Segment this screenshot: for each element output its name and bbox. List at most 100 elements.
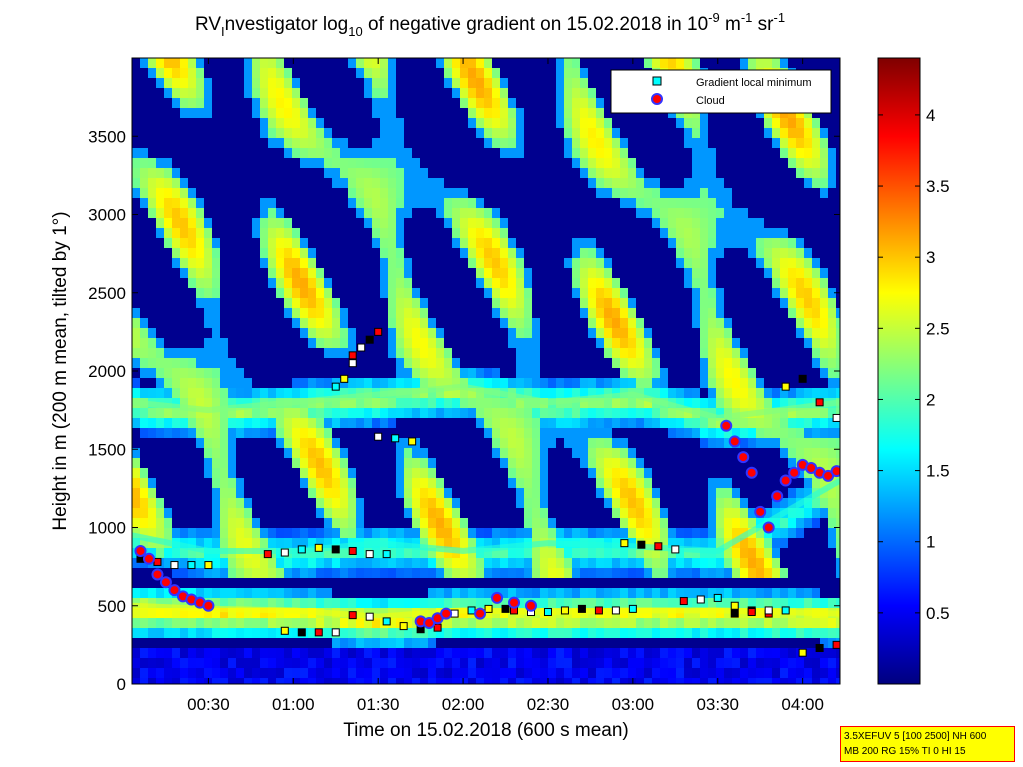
heatmap-cell [292, 448, 300, 458]
heatmap-cell [444, 208, 452, 218]
heatmap-cell [796, 438, 804, 448]
heatmap-cell [204, 98, 212, 108]
heatmap-cell [780, 288, 788, 298]
heatmap-cell [500, 268, 508, 278]
heatmap-cell [556, 548, 564, 558]
heatmap-cell [524, 658, 532, 668]
heatmap-cell [572, 668, 580, 678]
heatmap-cell [236, 588, 244, 598]
heatmap-cell [476, 268, 484, 278]
heatmap-cell [332, 468, 340, 478]
heatmap-cell [476, 368, 484, 378]
heatmap-cell [700, 298, 708, 308]
heatmap-cell [468, 538, 476, 548]
heatmap-cell [460, 218, 468, 228]
heatmap-cell [468, 678, 476, 684]
heatmap-cell [620, 318, 628, 328]
heatmap-cell [188, 428, 196, 438]
heatmap-cell [796, 308, 804, 318]
heatmap-cell [204, 528, 212, 538]
heatmap-cell [196, 98, 204, 108]
heatmap-cell [588, 438, 596, 448]
heatmap-cell [388, 58, 396, 68]
heatmap-cell [228, 418, 236, 428]
heatmap-cell [148, 368, 156, 378]
heatmap-cell [180, 648, 188, 658]
heatmap-cell [612, 458, 620, 468]
heatmap-cell [196, 208, 204, 218]
heatmap-cell [156, 528, 164, 538]
heatmap-cell [756, 398, 764, 408]
heatmap-cell [492, 228, 500, 238]
cloud-point [720, 419, 733, 432]
heatmap-cell [412, 198, 420, 208]
heatmap-cell [820, 668, 828, 678]
heatmap-cell [156, 338, 164, 348]
heatmap-cell [380, 148, 388, 158]
heatmap-cell [412, 348, 420, 358]
heatmap-cell [724, 548, 732, 558]
heatmap-cell [564, 88, 572, 98]
heatmap-cell [748, 668, 756, 678]
heatmap-cell [340, 418, 348, 428]
cloud-point [159, 576, 172, 589]
heatmap-cell [284, 288, 292, 298]
heatmap-cell [708, 418, 716, 428]
heatmap-cell [780, 438, 788, 448]
heatmap-cell [396, 258, 404, 268]
heatmap-cell [796, 618, 804, 628]
heatmap-cell [612, 668, 620, 678]
heatmap-cell [836, 388, 840, 398]
heatmap-cell [532, 388, 540, 398]
heatmap-cell [652, 498, 660, 508]
heatmap-cell [644, 358, 652, 368]
heatmap-cell [476, 658, 484, 668]
heatmap-cell [316, 408, 324, 418]
heatmap-cell [564, 618, 572, 628]
heatmap-cell [276, 568, 284, 578]
heatmap-cell [332, 568, 340, 578]
heatmap-cell [492, 678, 500, 684]
heatmap-cell [828, 338, 836, 348]
heatmap-cell [788, 398, 796, 408]
heatmap-cell [580, 378, 588, 388]
heatmap-cell [748, 398, 756, 408]
heatmap-cell [820, 408, 828, 418]
heatmap-cell [356, 418, 364, 428]
heatmap-cell [340, 138, 348, 148]
heatmap-cell [676, 228, 684, 238]
heatmap-cell [180, 258, 188, 268]
heatmap-cell [324, 348, 332, 358]
heatmap-cell [764, 228, 772, 238]
heatmap-cell [236, 368, 244, 378]
heatmap-cell [172, 348, 180, 358]
heatmap-cell [404, 288, 412, 298]
heatmap-cell [820, 658, 828, 668]
heatmap-cell [276, 238, 284, 248]
heatmap-cell [580, 298, 588, 308]
heatmap-cell [564, 378, 572, 388]
heatmap-cell [340, 648, 348, 658]
heatmap-cell [500, 258, 508, 268]
heatmap-cell [524, 628, 532, 638]
heatmap-cell [628, 528, 636, 538]
heatmap-cell [172, 608, 180, 618]
heatmap-cell [212, 568, 220, 578]
heatmap-cell [372, 238, 380, 248]
heatmap-cell [460, 658, 468, 668]
heatmap-cell [812, 438, 820, 448]
heatmap-cell [388, 668, 396, 678]
heatmap-cell [500, 148, 508, 158]
heatmap-cell [820, 638, 828, 648]
heatmap-cell [396, 238, 404, 248]
heatmap-cell [348, 558, 356, 568]
heatmap-cell [692, 388, 700, 398]
heatmap-cell [476, 378, 484, 388]
heatmap-cell [228, 498, 236, 508]
heatmap-cell [596, 108, 604, 118]
heatmap-cell [708, 528, 716, 538]
heatmap-cell [300, 658, 308, 668]
heatmap-cell [252, 388, 260, 398]
heatmap-cell [748, 568, 756, 578]
